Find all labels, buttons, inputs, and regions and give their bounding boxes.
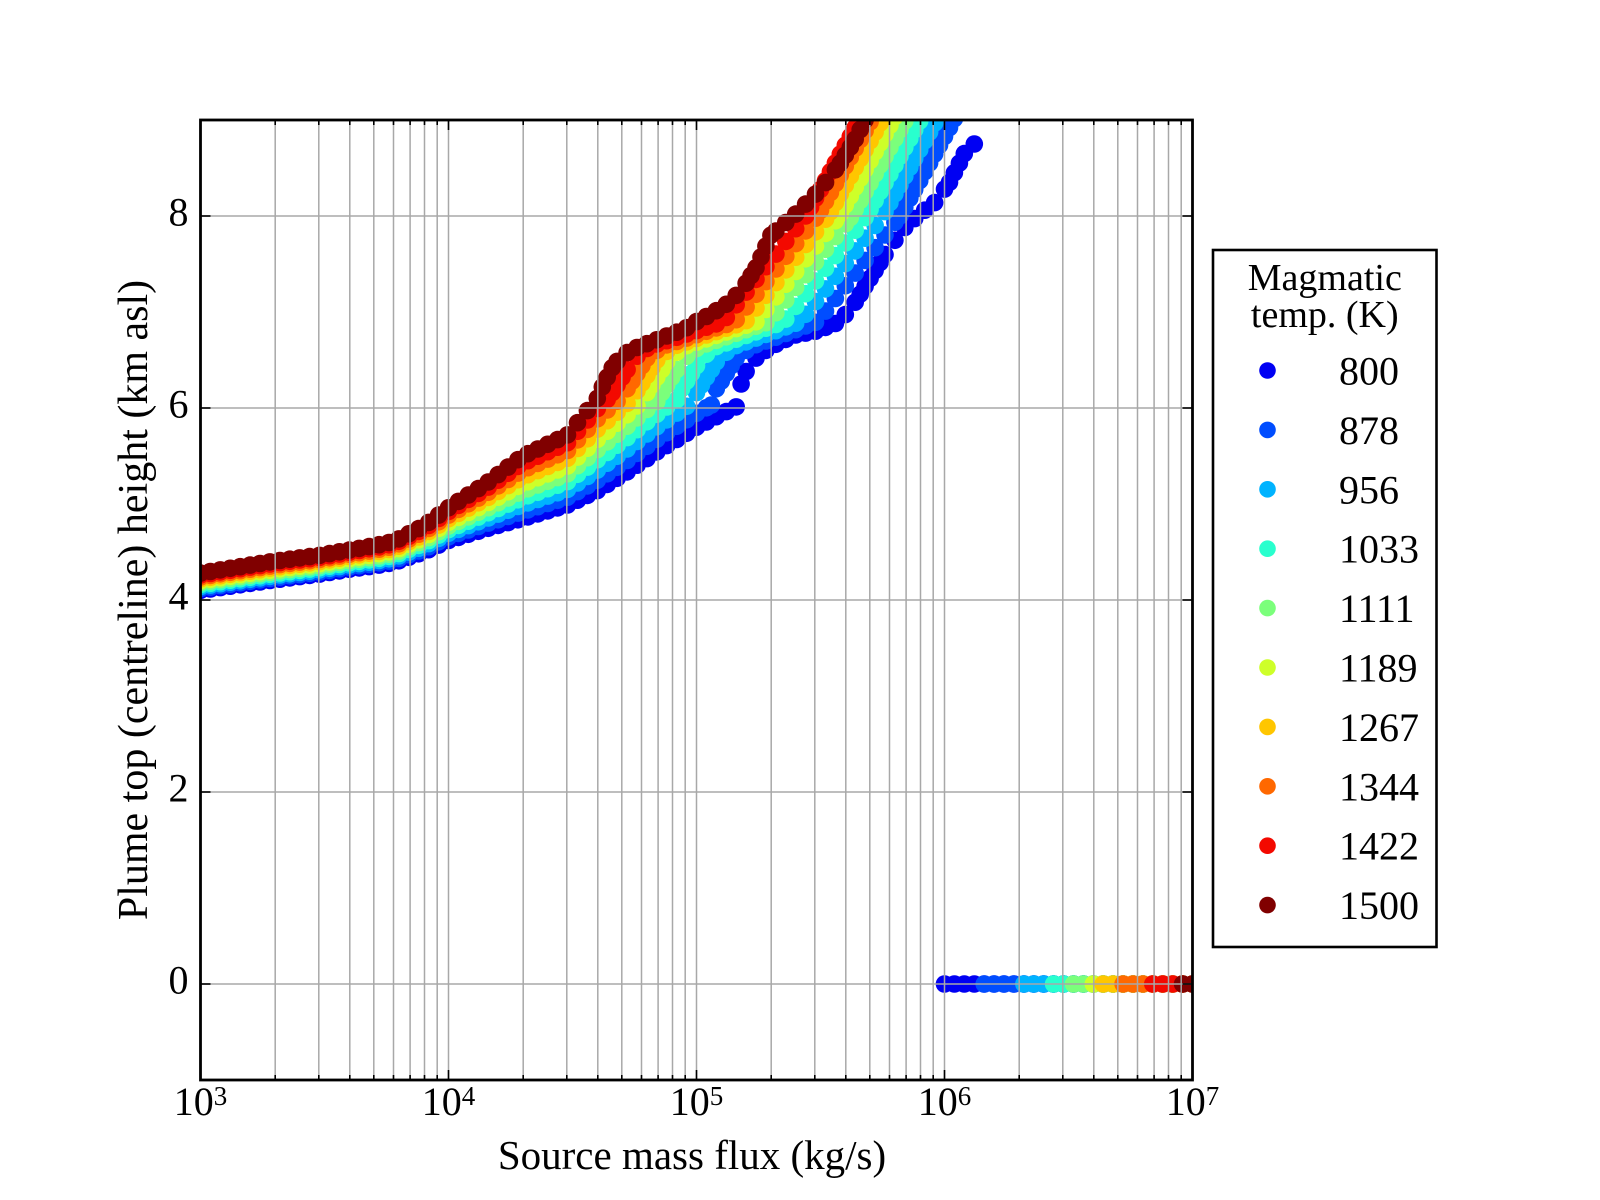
svg-text:878: 878 <box>1339 408 1399 453</box>
svg-text:800: 800 <box>1339 349 1399 394</box>
svg-text:2: 2 <box>169 766 189 811</box>
svg-text:Source mass flux (kg/s): Source mass flux (kg/s) <box>498 1132 886 1178</box>
svg-text:4: 4 <box>169 574 189 619</box>
svg-text:1111: 1111 <box>1339 586 1415 631</box>
svg-text:1422: 1422 <box>1339 824 1419 869</box>
svg-text:956: 956 <box>1339 467 1399 512</box>
svg-text:1500: 1500 <box>1339 883 1419 928</box>
svg-text:temp. (K): temp. (K) <box>1251 294 1399 336</box>
svg-text:Magmatic: Magmatic <box>1248 257 1402 299</box>
svg-text:0: 0 <box>169 958 189 1003</box>
svg-text:Plume top (centreline) height: Plume top (centreline) height (km asl) <box>111 280 157 920</box>
svg-text:1344: 1344 <box>1339 764 1419 809</box>
svg-text:1267: 1267 <box>1339 705 1419 750</box>
svg-text:8: 8 <box>169 190 189 235</box>
svg-text:1189: 1189 <box>1339 646 1418 691</box>
svg-text:1033: 1033 <box>1339 527 1419 572</box>
svg-text:6: 6 <box>169 382 189 427</box>
